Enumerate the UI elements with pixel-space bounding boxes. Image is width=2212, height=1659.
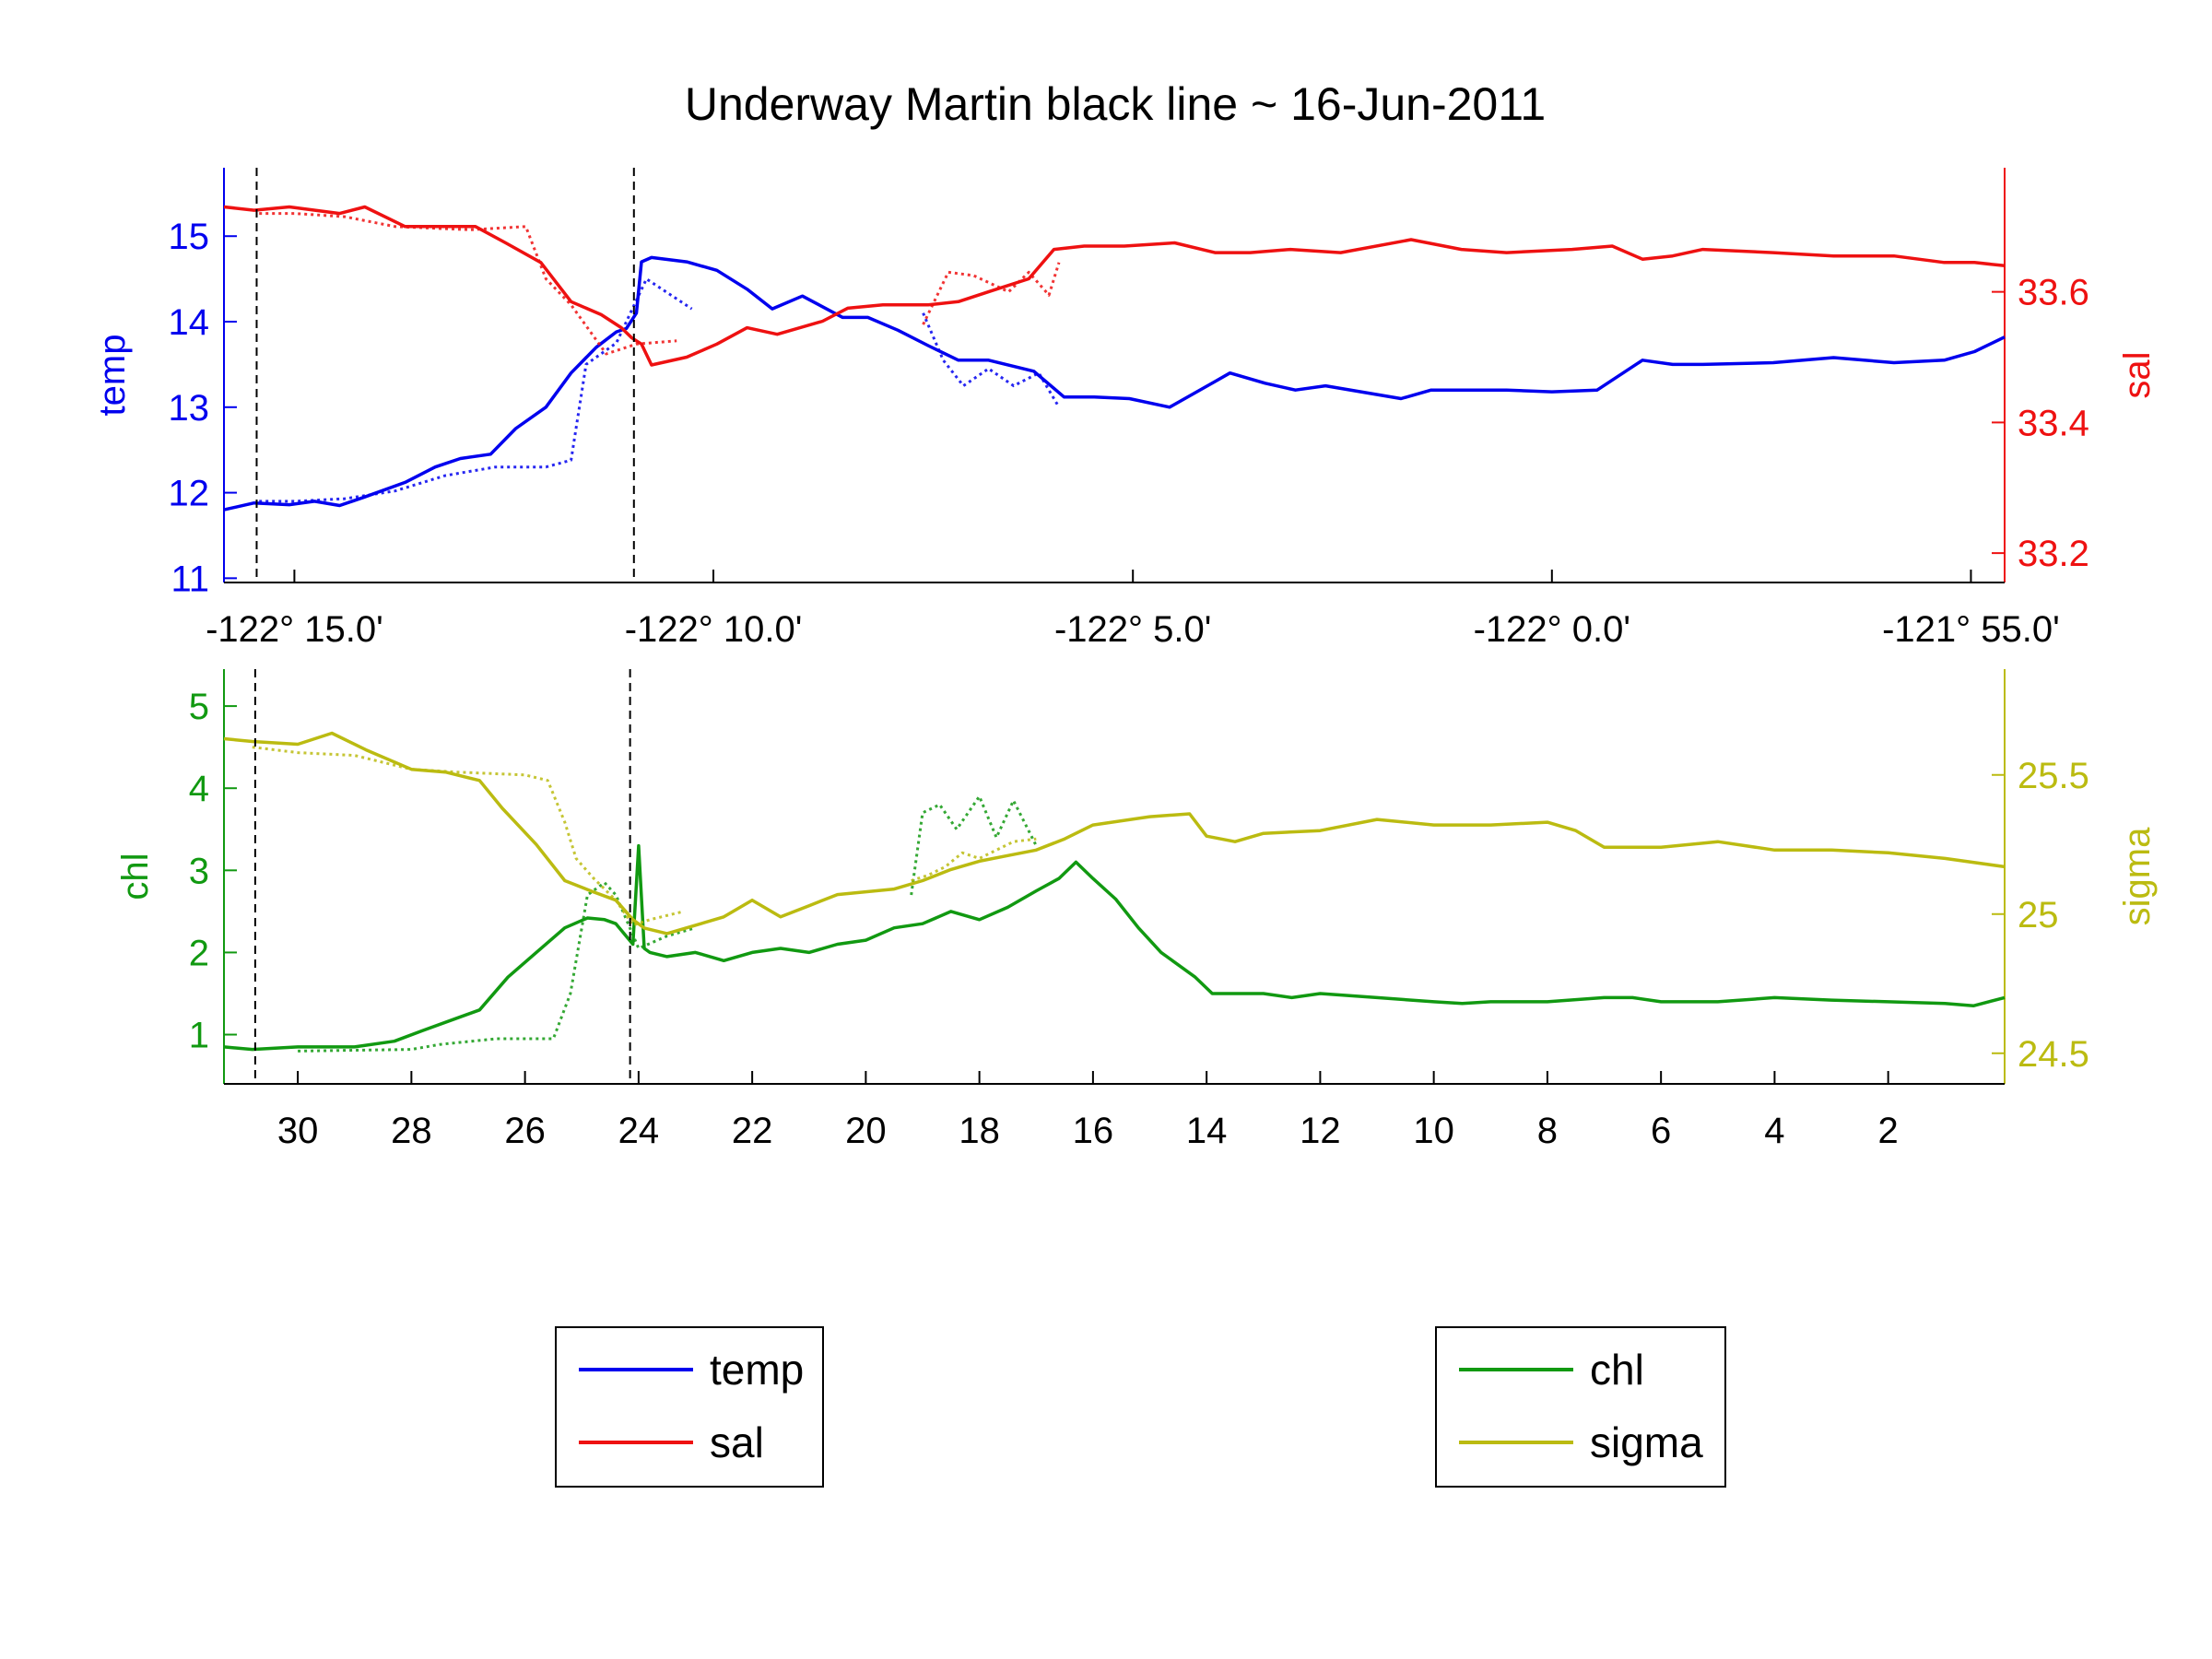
right-y-tick-label: 25 <box>2018 895 2059 935</box>
left-y-axis-label: temp <box>92 335 133 417</box>
left-y-tick-label: 12 <box>169 474 210 514</box>
series-line-sal-dotted-mid <box>922 262 1061 325</box>
series-line-sal <box>223 205 2006 367</box>
series-line-temp <box>223 255 2006 512</box>
x-tick-label: 22 <box>732 1111 773 1151</box>
legend-label-chl: chl <box>1590 1346 1644 1394</box>
left-y-tick-label: 11 <box>171 559 209 599</box>
series-line-chl <box>223 843 2006 1052</box>
x-tick-label: 16 <box>1073 1111 1114 1151</box>
series-line-chl-dotted <box>298 881 696 1053</box>
series-line-chl-dotted-mid <box>910 794 1038 896</box>
legend-label-temp: temp <box>710 1346 804 1394</box>
figure-title: Underway Martin black line ~ 16-Jun-2011 <box>685 78 1546 130</box>
x-tick-label: 2 <box>1878 1111 1899 1151</box>
x-tick-label: 24 <box>618 1111 660 1151</box>
x-tick-label: -122° 15.0' <box>206 609 383 650</box>
x-tick-label: -122° 0.0' <box>1474 609 1630 650</box>
legend-chl-sigma: chl sigma <box>1435 1326 1726 1488</box>
right-y-tick-label: 33.4 <box>2018 403 2089 443</box>
left-y-tick-label: 14 <box>169 302 210 343</box>
legend-label-sigma: sigma <box>1590 1418 1703 1466</box>
x-tick-label: 8 <box>1537 1111 1558 1151</box>
series-line-sigma-dotted-mid <box>911 837 1037 882</box>
left-y-tick-label: 3 <box>189 851 209 891</box>
x-tick-label: 18 <box>959 1111 1000 1151</box>
series-line-sigma-dotted <box>252 746 685 927</box>
left-y-tick-label: 5 <box>189 687 209 727</box>
x-tick-label: 4 <box>1764 1111 1784 1151</box>
x-tick-label: 30 <box>277 1111 319 1151</box>
right-y-axis-label: sigma <box>2117 827 2158 925</box>
x-tick-label: -121° 55.0' <box>1882 609 2060 650</box>
left-y-tick-label: 4 <box>189 769 209 809</box>
x-tick-label: 10 <box>1413 1111 1454 1151</box>
x-tick-label: 20 <box>845 1111 887 1151</box>
x-tick-label: 12 <box>1300 1111 1341 1151</box>
left-y-axis-label: chl <box>115 853 156 900</box>
right-y-tick-label: 24.5 <box>2018 1034 2089 1075</box>
x-tick-label: 14 <box>1186 1111 1228 1151</box>
left-y-tick-label: 13 <box>169 388 210 429</box>
left-y-tick-label: 1 <box>189 1016 209 1056</box>
top-panel: -122° 15.0' -122° 10.0' -122° 5.0' -122° 0.… <box>92 168 2158 650</box>
legend-box <box>555 1326 824 1488</box>
legend-temp-sal: temp sal <box>555 1326 824 1488</box>
left-y-tick-label: 15 <box>169 217 210 257</box>
x-tick-label: 6 <box>1651 1111 1671 1151</box>
x-tick-label: 26 <box>504 1111 546 1151</box>
right-y-axis-label: sal <box>2117 351 2158 398</box>
series-line-temp-dotted <box>259 277 693 503</box>
bottom-panel: 30 28 26 24 22 20 18 16 14 12 10 8 6 4 21234524.52525.… <box>115 669 2158 1151</box>
x-tick-label: -122° 5.0' <box>1054 609 1211 650</box>
right-y-tick-label: 33.6 <box>2018 273 2089 313</box>
x-tick-label: -122° 10.0' <box>625 609 803 650</box>
left-y-tick-label: 2 <box>189 933 209 973</box>
legend-label-sal: sal <box>710 1418 764 1466</box>
right-y-tick-label: 25.5 <box>2018 756 2089 796</box>
series-line-sigma <box>223 731 2006 935</box>
x-tick-label: 28 <box>391 1111 432 1151</box>
right-y-tick-label: 33.2 <box>2018 534 2089 574</box>
legend-box <box>1435 1326 1726 1488</box>
